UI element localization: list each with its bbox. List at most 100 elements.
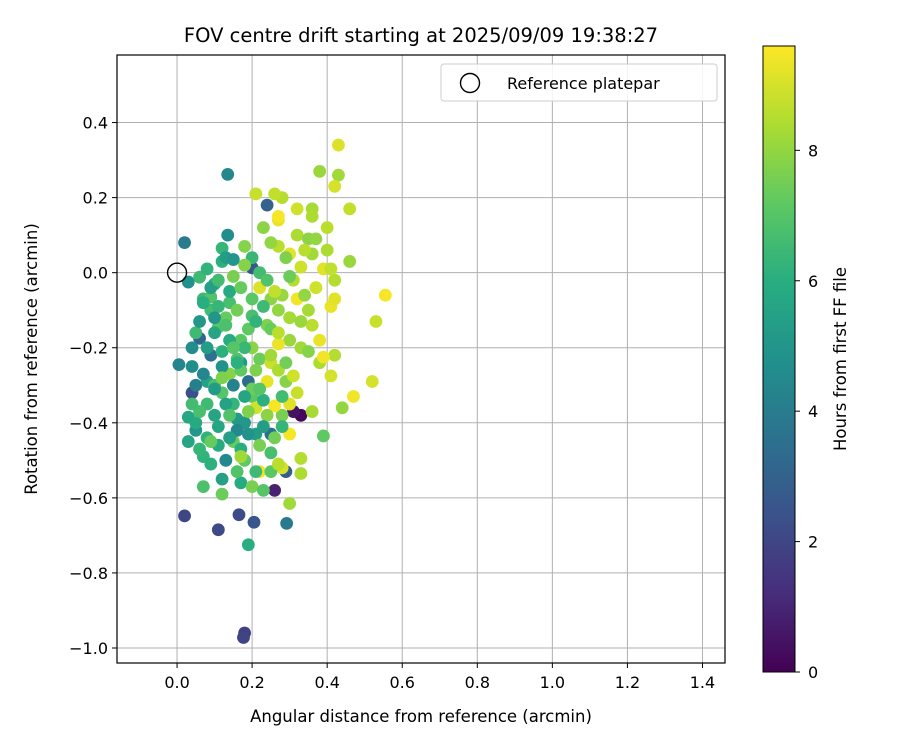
data-point bbox=[305, 405, 319, 418]
data-point bbox=[286, 369, 300, 383]
data-point bbox=[260, 408, 274, 422]
data-point bbox=[234, 450, 248, 463]
data-point bbox=[268, 187, 282, 201]
y-tick-label: 0.0 bbox=[83, 264, 108, 283]
data-point bbox=[178, 509, 191, 523]
x-tick-label: 0.2 bbox=[239, 673, 264, 692]
data-point bbox=[245, 292, 259, 306]
data-point bbox=[196, 367, 210, 381]
data-point bbox=[193, 442, 206, 456]
data-point bbox=[215, 345, 229, 358]
data-point bbox=[264, 348, 278, 362]
data-point bbox=[305, 318, 319, 332]
data-point bbox=[185, 360, 199, 373]
data-point bbox=[215, 360, 229, 373]
data-point bbox=[238, 240, 252, 253]
data-point bbox=[241, 405, 255, 418]
data-point bbox=[298, 243, 312, 257]
data-point bbox=[221, 167, 235, 181]
data-point bbox=[324, 369, 338, 383]
legend-box bbox=[440, 63, 718, 102]
data-point bbox=[332, 138, 345, 152]
data-point bbox=[320, 243, 334, 257]
data-point bbox=[313, 333, 327, 347]
data-point bbox=[294, 315, 308, 328]
data-point bbox=[247, 515, 261, 529]
data-point bbox=[317, 350, 330, 364]
data-point bbox=[290, 202, 304, 216]
data-point bbox=[245, 480, 259, 494]
data-point bbox=[196, 296, 210, 310]
data-point bbox=[298, 288, 312, 302]
data-point bbox=[215, 487, 229, 501]
data-point bbox=[283, 311, 297, 325]
data-point bbox=[234, 281, 248, 295]
data-point bbox=[223, 408, 236, 422]
data-point bbox=[343, 255, 357, 268]
data-point bbox=[256, 221, 270, 235]
data-point bbox=[268, 431, 282, 445]
data-point bbox=[328, 273, 342, 287]
data-point bbox=[271, 457, 285, 471]
data-point bbox=[328, 348, 342, 362]
colorbar-tick-label: 8 bbox=[808, 141, 818, 160]
y-tick-label: −1.0 bbox=[69, 639, 108, 658]
colorbar-tick-label: 4 bbox=[808, 402, 818, 421]
data-point bbox=[378, 288, 392, 302]
data-point bbox=[208, 311, 221, 325]
x-tick-label: 1.2 bbox=[615, 673, 640, 692]
data-point bbox=[256, 300, 270, 313]
data-point bbox=[230, 465, 244, 478]
chart-title: FOV centre drift starting at 2025/09/09 … bbox=[184, 24, 658, 47]
data-point bbox=[302, 303, 315, 317]
legend: Reference platepar bbox=[440, 63, 718, 102]
data-point bbox=[226, 253, 240, 266]
data-point bbox=[260, 273, 274, 287]
y-tick-label: −0.2 bbox=[69, 339, 108, 358]
data-point bbox=[230, 303, 244, 317]
y-axis: 0.4 0.2 0.0 −0.2 −0.4 −0.6 −0.8 −1.0 bbox=[69, 114, 117, 658]
data-point bbox=[219, 397, 233, 411]
data-point bbox=[223, 431, 236, 445]
x-tick-label: 0.8 bbox=[465, 673, 490, 692]
data-point bbox=[283, 497, 297, 510]
data-point bbox=[294, 260, 308, 274]
data-point bbox=[249, 315, 263, 328]
data-point bbox=[215, 371, 229, 385]
colorbar-tick-label: 2 bbox=[808, 533, 818, 552]
data-point bbox=[328, 292, 342, 306]
data-point bbox=[305, 209, 319, 223]
data-point bbox=[221, 228, 235, 242]
data-point bbox=[181, 275, 195, 289]
data-point bbox=[283, 333, 297, 347]
data-point bbox=[268, 285, 282, 298]
data-point bbox=[279, 356, 293, 370]
data-point bbox=[211, 523, 225, 537]
data-point bbox=[238, 341, 252, 355]
legend-entry: Reference platepar bbox=[507, 74, 660, 93]
y-axis-label: Rotation from reference (arcmin) bbox=[22, 223, 41, 495]
data-point bbox=[268, 399, 282, 413]
data-point bbox=[365, 375, 379, 388]
data-point bbox=[189, 326, 203, 340]
x-axis: 0.0 0.2 0.4 0.6 0.8 1.0 1.2 1.4 bbox=[164, 663, 715, 692]
data-point bbox=[238, 390, 252, 403]
data-point bbox=[279, 251, 293, 265]
data-point bbox=[208, 408, 221, 422]
x-tick-label: 1.4 bbox=[690, 673, 715, 692]
y-tick-label: −0.4 bbox=[69, 414, 108, 433]
data-point bbox=[256, 483, 270, 497]
data-point bbox=[178, 236, 191, 250]
data-point bbox=[193, 270, 206, 284]
data-point bbox=[313, 164, 327, 178]
data-point bbox=[320, 221, 334, 235]
legend-marker-icon bbox=[459, 72, 481, 94]
data-point bbox=[271, 337, 285, 351]
colorbar: 0 2 4 6 8 Hours from first FF file bbox=[762, 45, 850, 682]
data-point bbox=[249, 187, 263, 201]
data-point bbox=[275, 390, 289, 403]
data-point bbox=[260, 198, 274, 212]
data-point bbox=[208, 326, 221, 340]
data-point bbox=[271, 326, 285, 340]
data-point bbox=[369, 315, 383, 328]
